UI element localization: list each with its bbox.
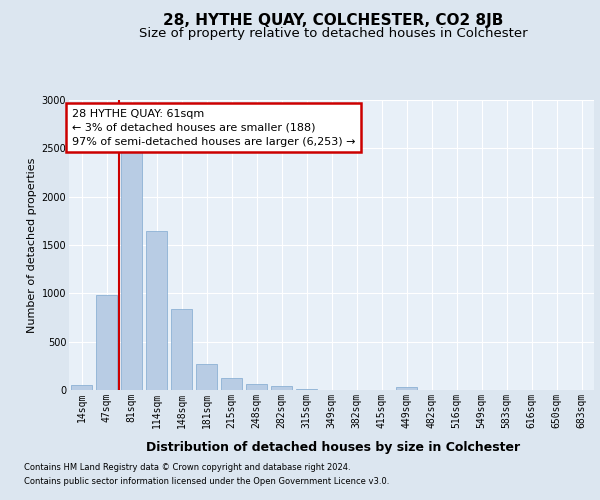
Bar: [296, 388, 317, 390]
Text: 28 HYTHE QUAY: 61sqm
← 3% of detached houses are smaller (188)
97% of semi-detac: 28 HYTHE QUAY: 61sqm ← 3% of detached ho…: [71, 108, 355, 146]
Text: 28, HYTHE QUAY, COLCHESTER, CO2 8JB: 28, HYTHE QUAY, COLCHESTER, CO2 8JB: [163, 12, 503, 28]
Bar: [71, 385, 92, 390]
Bar: [221, 378, 242, 390]
Bar: [121, 152, 142, 390]
Bar: [271, 386, 292, 390]
Text: Size of property relative to detached houses in Colchester: Size of property relative to detached ho…: [139, 28, 527, 40]
Bar: [96, 296, 117, 390]
Y-axis label: Number of detached properties: Number of detached properties: [28, 158, 37, 332]
Bar: [396, 387, 417, 390]
Text: Contains HM Land Registry data © Crown copyright and database right 2024.: Contains HM Land Registry data © Crown c…: [24, 464, 350, 472]
Bar: [171, 309, 192, 390]
Text: Contains public sector information licensed under the Open Government Licence v3: Contains public sector information licen…: [24, 477, 389, 486]
Text: Distribution of detached houses by size in Colchester: Distribution of detached houses by size …: [146, 441, 520, 454]
Bar: [146, 230, 167, 390]
Bar: [196, 364, 217, 390]
Bar: [246, 384, 267, 390]
